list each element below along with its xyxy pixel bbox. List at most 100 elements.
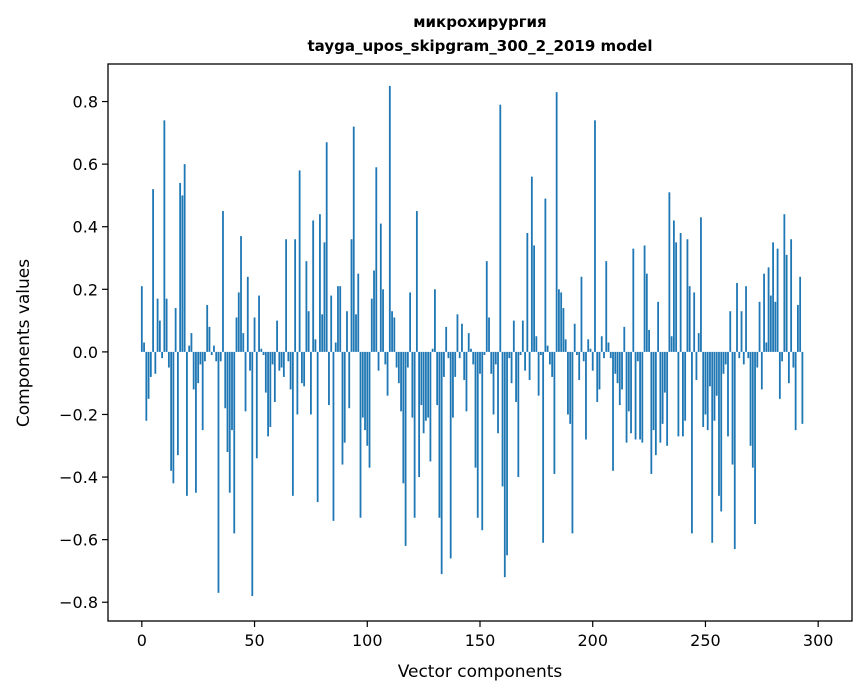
bar-3	[147, 351, 150, 399]
bar-290	[794, 351, 797, 431]
bar-133	[440, 351, 443, 575]
bar-250	[704, 351, 707, 415]
bar-13	[170, 351, 173, 471]
bar-58	[271, 351, 274, 365]
bar-109	[386, 351, 389, 396]
bar-17	[179, 182, 182, 352]
bar-183	[553, 351, 556, 474]
bar-241	[684, 351, 687, 421]
y-tick-label-3: −0.2	[59, 405, 98, 424]
bar-34	[217, 351, 220, 593]
bar-36	[222, 211, 224, 352]
bar-98	[361, 351, 364, 418]
bar-289	[792, 351, 795, 368]
bar-9	[161, 351, 164, 359]
bar-51	[255, 351, 258, 459]
bar-86	[334, 342, 337, 352]
bar-259	[724, 351, 727, 365]
bar-274	[758, 301, 761, 352]
bar-166	[515, 351, 517, 402]
bar-257	[720, 351, 723, 512]
bar-264	[736, 283, 738, 352]
bar-236	[672, 220, 675, 352]
bar-211	[616, 351, 619, 384]
bar-150	[479, 351, 481, 374]
bar-163	[508, 351, 511, 359]
bar-70	[298, 170, 301, 352]
bar-139	[454, 351, 457, 377]
bar-11	[165, 298, 168, 352]
bar-181	[548, 351, 551, 365]
bar-118	[406, 351, 409, 368]
bar-16	[176, 351, 179, 456]
plot-area-frame	[107, 63, 853, 622]
bar-152	[483, 351, 486, 356]
bar-75	[310, 351, 312, 415]
bar-192	[573, 323, 576, 352]
bar-262	[731, 351, 734, 465]
bar-37	[224, 351, 227, 409]
bar-20	[186, 351, 188, 496]
bar-167	[517, 351, 520, 478]
bar-210	[614, 351, 617, 374]
bar-35	[219, 351, 222, 362]
bar-124	[420, 351, 423, 406]
bar-114	[397, 351, 400, 384]
bar-256	[718, 351, 720, 496]
bar-278	[767, 267, 770, 352]
bar-158	[497, 351, 499, 434]
bar-27	[201, 351, 204, 431]
bar-125	[422, 351, 425, 434]
bar-7	[156, 298, 159, 352]
bar-92	[348, 351, 351, 409]
bar-233	[666, 351, 669, 446]
bar-219	[634, 351, 637, 440]
bar-43	[237, 292, 240, 352]
bar-141	[458, 351, 461, 359]
x-axis-ticks: 0 50 100 150 200 250 300	[137, 621, 833, 650]
bar-230	[659, 351, 662, 443]
bar-47	[246, 276, 249, 352]
bar-220	[636, 351, 639, 362]
bar-276	[763, 273, 765, 352]
bar-142	[461, 323, 463, 352]
bar-279	[769, 295, 772, 352]
bar-28	[204, 351, 206, 362]
bar-110	[388, 85, 391, 352]
bar-169	[521, 320, 524, 352]
bar-243	[688, 286, 691, 352]
bar-197	[585, 351, 587, 440]
bar-82	[325, 142, 328, 352]
bar-189	[567, 351, 569, 415]
bar-156	[492, 351, 495, 415]
bar-147	[472, 351, 475, 365]
bar-96	[357, 273, 360, 352]
bar-18	[181, 195, 184, 352]
bar-154	[488, 317, 490, 352]
bar-267	[742, 351, 745, 365]
bar-89	[341, 351, 344, 465]
bar-10	[163, 120, 166, 352]
bar-80	[321, 314, 324, 352]
bar-218	[632, 248, 635, 352]
bar-38	[226, 351, 229, 453]
bar-26	[199, 351, 202, 365]
bar-270	[749, 351, 752, 446]
bar-113	[395, 351, 398, 368]
bar-251	[706, 351, 709, 431]
bar-29	[206, 304, 209, 352]
y-tick-label-5: 0.2	[73, 280, 98, 299]
bar-121	[413, 351, 416, 518]
bar-185	[558, 289, 560, 352]
bar-25	[197, 351, 200, 384]
bar-14	[172, 351, 175, 484]
bar-283	[778, 351, 781, 399]
bar-292	[799, 276, 802, 352]
bar-53	[260, 348, 263, 352]
bar-93	[350, 239, 353, 352]
bar-95	[355, 314, 357, 352]
bar-100	[366, 351, 369, 446]
bar-128	[429, 351, 432, 462]
bar-177	[539, 351, 542, 356]
